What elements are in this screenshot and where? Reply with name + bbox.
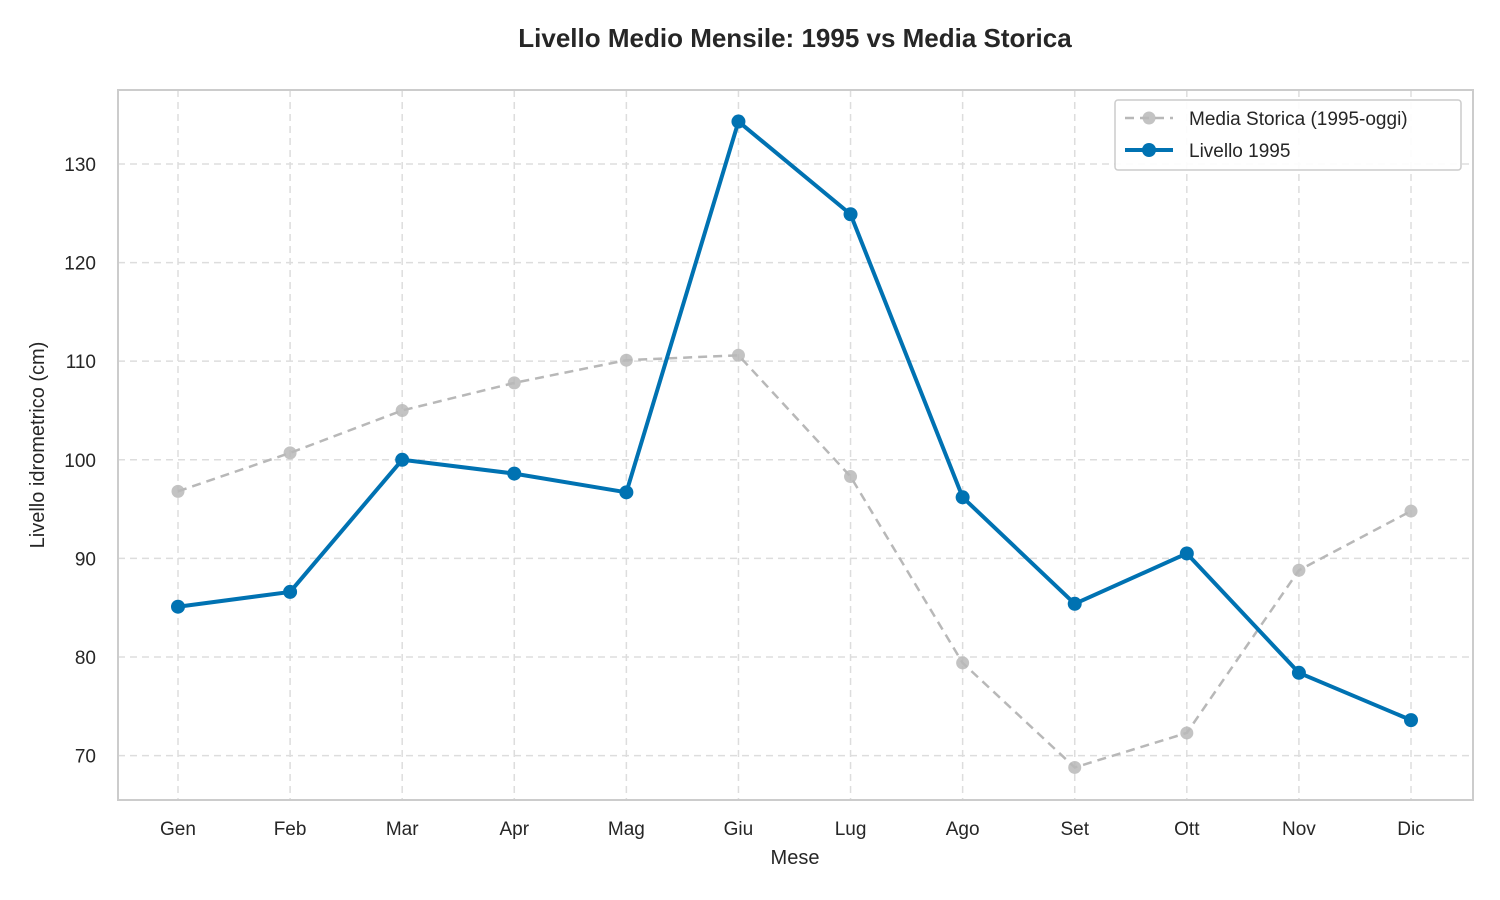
- y-tick-label: 110: [66, 352, 96, 373]
- data-point: [1404, 713, 1418, 728]
- axes: Gen Feb Mar Apr Mag Giu Lug Ago Set Ott Nov Dic 70 80…: [64, 155, 1424, 840]
- x-tick-label: Ott: [1174, 819, 1200, 840]
- legend-item: Livello 1995: [1125, 141, 1290, 162]
- y-tick-label: 130: [64, 155, 96, 176]
- legend-label: Livello 1995: [1189, 141, 1290, 162]
- data-point: [1404, 504, 1418, 518]
- grid: [118, 90, 1473, 800]
- legend-label: Media Storica (1995-oggi): [1189, 109, 1408, 130]
- x-tick-label: Mar: [386, 819, 419, 840]
- x-tick-label: Apr: [499, 819, 529, 840]
- x-tick-label: Dic: [1397, 819, 1424, 840]
- chart-title: Livello Medio Mensile: 1995 vs Media Sto…: [518, 23, 1072, 53]
- data-point: [283, 446, 297, 460]
- legend-marker: [1142, 143, 1156, 157]
- data-point: [1291, 665, 1306, 680]
- data-point: [731, 348, 745, 362]
- data-point: [619, 485, 634, 500]
- y-tick-label: 90: [75, 549, 96, 570]
- data-point: [731, 114, 746, 129]
- data-point: [844, 470, 858, 484]
- legend-item: Media Storica (1995-oggi): [1125, 109, 1408, 130]
- series-line: [177, 119, 1412, 722]
- data-point: [619, 353, 633, 367]
- data-point: [395, 403, 409, 417]
- data-point: [1179, 546, 1194, 561]
- y-axis-label: Livello idrometrico (cm): [27, 342, 49, 549]
- legend-box: [1114, 99, 1462, 171]
- data-point: [956, 656, 970, 670]
- data-point: [1067, 596, 1082, 611]
- x-tick-label: Gen: [160, 819, 196, 840]
- x-axis-label: Mese: [771, 847, 820, 869]
- legend-marker: [1142, 111, 1156, 125]
- data-point: [171, 484, 185, 498]
- legend: Media Storica (1995-oggi) Livello 1995: [1114, 99, 1462, 171]
- x-tick-label: Mag: [608, 819, 645, 840]
- x-tick-label: Nov: [1282, 819, 1316, 840]
- data-point: [283, 584, 298, 599]
- data-point: [395, 452, 410, 467]
- data-point: [843, 207, 858, 222]
- series-line: [177, 354, 1412, 769]
- data-point: [1180, 726, 1194, 740]
- data-point: [507, 466, 522, 481]
- data-point: [1068, 760, 1082, 774]
- x-tick-label: Set: [1060, 819, 1089, 840]
- data-point: [171, 599, 185, 614]
- data-point: [1292, 563, 1306, 577]
- plot-frame: [117, 89, 1474, 801]
- series-group: [171, 114, 1418, 728]
- series-group: [171, 348, 1418, 774]
- x-tick-label: Lug: [835, 819, 867, 840]
- y-tick-label: 70: [75, 747, 96, 768]
- y-tick-label: 80: [75, 648, 96, 669]
- x-tick-label: Feb: [274, 819, 307, 840]
- x-tick-label: Ago: [946, 819, 980, 840]
- x-tick-label: Giu: [724, 819, 754, 840]
- y-tick-label: 100: [64, 451, 96, 472]
- data-point: [955, 490, 970, 505]
- series-layer: [171, 114, 1418, 774]
- y-tick-label: 120: [64, 254, 96, 275]
- data-point: [507, 376, 521, 390]
